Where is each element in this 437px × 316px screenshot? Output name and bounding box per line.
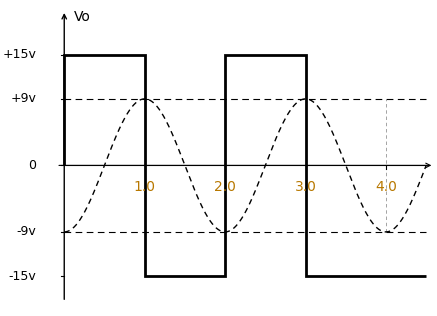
Text: +9v: +9v <box>10 92 36 105</box>
Text: Vo: Vo <box>74 10 91 24</box>
Text: 4.0: 4.0 <box>375 180 397 194</box>
Text: +15v: +15v <box>2 48 36 61</box>
Text: 2.0: 2.0 <box>214 180 236 194</box>
Text: 0: 0 <box>28 159 36 172</box>
Text: 1.0: 1.0 <box>134 180 156 194</box>
Text: 3.0: 3.0 <box>295 180 316 194</box>
Text: -15v: -15v <box>8 270 36 283</box>
Text: -9v: -9v <box>16 225 36 238</box>
